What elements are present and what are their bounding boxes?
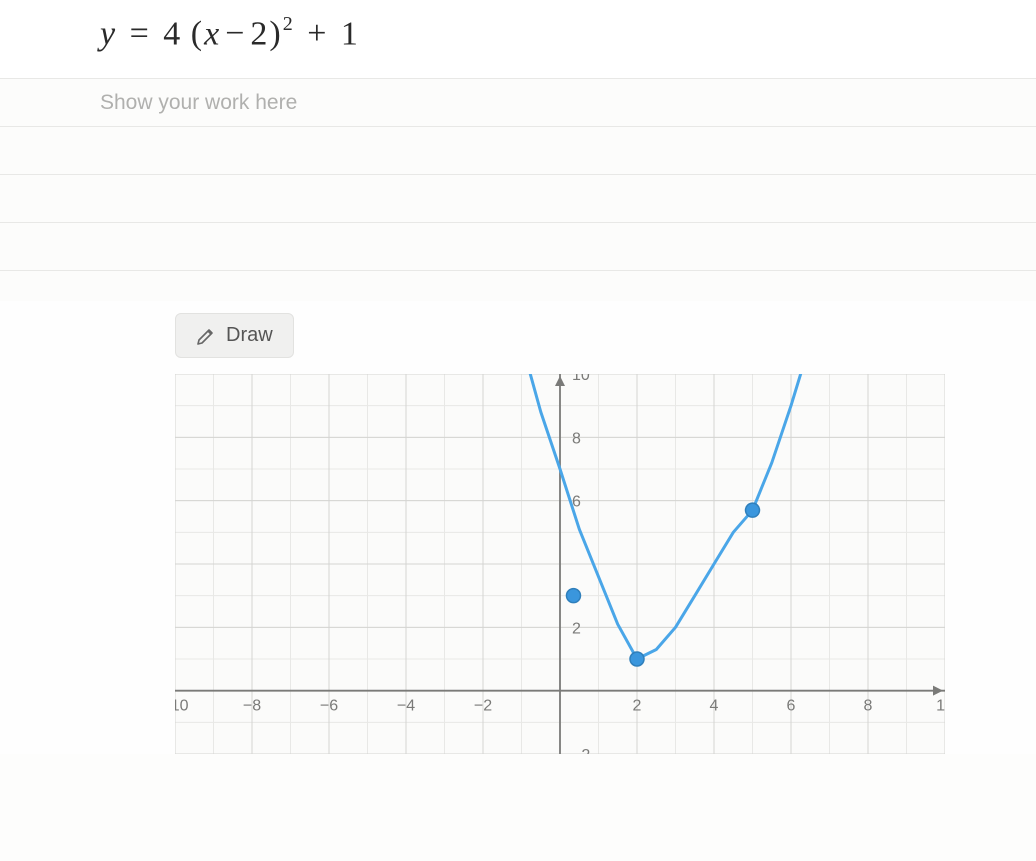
- svg-text:4: 4: [710, 698, 719, 715]
- eq-minus: −: [219, 15, 250, 52]
- eq-inner-var: x: [204, 15, 219, 52]
- work-row-blank-3[interactable]: [0, 223, 1036, 271]
- equation-row: y = 4 (x−2)2 + 1: [0, 0, 1036, 79]
- draw-button[interactable]: Draw: [175, 313, 294, 358]
- eq-plus: +: [301, 15, 332, 52]
- eq-outer-const: 1: [341, 15, 358, 52]
- eq-inner-const: 2: [250, 15, 267, 52]
- svg-text:−2: −2: [474, 698, 492, 715]
- eq-equals: =: [124, 15, 155, 52]
- work-row-label[interactable]: Show your work here: [0, 79, 1036, 127]
- svg-text:10: 10: [936, 698, 945, 715]
- work-row-blank-1[interactable]: [0, 127, 1036, 175]
- svg-text:−6: −6: [320, 698, 338, 715]
- eq-lhs: y: [100, 15, 115, 52]
- work-row-blank-2[interactable]: [0, 175, 1036, 223]
- svg-text:−2: −2: [572, 747, 590, 754]
- eq-coef: 4: [163, 15, 180, 52]
- svg-text:2: 2: [633, 698, 642, 715]
- work-area: Show your work here: [0, 79, 1036, 301]
- work-row-blank-4[interactable]: [0, 271, 1036, 301]
- svg-text:−10: −10: [175, 698, 189, 715]
- draw-button-label: Draw: [226, 324, 273, 347]
- equation-display: y = 4 (x−2)2 + 1: [100, 15, 1036, 53]
- draw-toolbar: Draw: [0, 301, 1036, 372]
- svg-text:−4: −4: [397, 698, 415, 715]
- work-label: Show your work here: [100, 91, 297, 114]
- svg-text:10: 10: [572, 374, 590, 384]
- chart-svg: −10−8−6−4−2246810−226810: [175, 374, 945, 754]
- pencil-icon: [196, 326, 216, 346]
- svg-text:8: 8: [864, 698, 873, 715]
- eq-exp: 2: [283, 13, 293, 35]
- svg-text:8: 8: [572, 431, 581, 448]
- svg-text:2: 2: [572, 621, 581, 638]
- coordinate-chart[interactable]: −10−8−6−4−2246810−226810: [175, 374, 945, 754]
- eq-open: (: [189, 15, 204, 52]
- svg-text:−8: −8: [243, 698, 261, 715]
- eq-close: ): [267, 15, 282, 52]
- svg-text:6: 6: [787, 698, 796, 715]
- chart-container: −10−8−6−4−2246810−226810: [0, 372, 1036, 754]
